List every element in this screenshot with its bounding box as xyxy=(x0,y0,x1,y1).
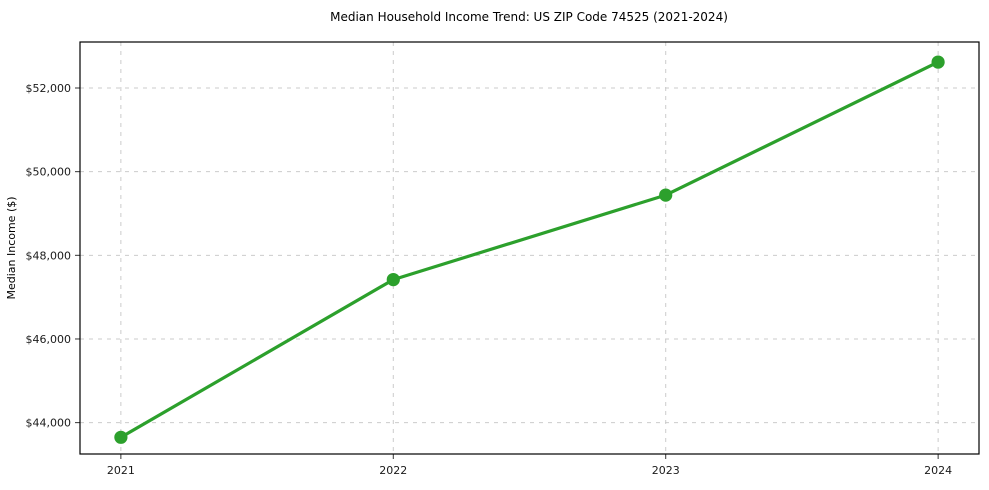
data-point-marker xyxy=(659,188,673,202)
trend-line xyxy=(119,60,940,439)
y-tick-label: $48,000 xyxy=(26,249,72,262)
chart-title: Median Household Income Trend: US ZIP Co… xyxy=(330,10,728,24)
y-tick-label: $52,000 xyxy=(26,82,72,95)
plot-border xyxy=(79,41,980,455)
x-tick-label: 2023 xyxy=(652,464,680,477)
x-tick-label: 2021 xyxy=(107,464,135,477)
data-point-marker xyxy=(114,430,128,444)
plot-area: $44,000 $46,000 $48,000 $50,000 $52,000 2021 2… xyxy=(26,41,980,477)
y-tick-label: $50,000 xyxy=(26,166,72,179)
y-tick-label: $44,000 xyxy=(26,417,72,430)
y-axis-label: Median Income ($) xyxy=(5,196,18,299)
data-point-marker xyxy=(931,55,945,69)
x-tick-label: 2022 xyxy=(379,464,407,477)
data-point-marker xyxy=(386,273,400,287)
x-tick-label: 2024 xyxy=(924,464,952,477)
y-tick-label: $46,000 xyxy=(26,333,72,346)
